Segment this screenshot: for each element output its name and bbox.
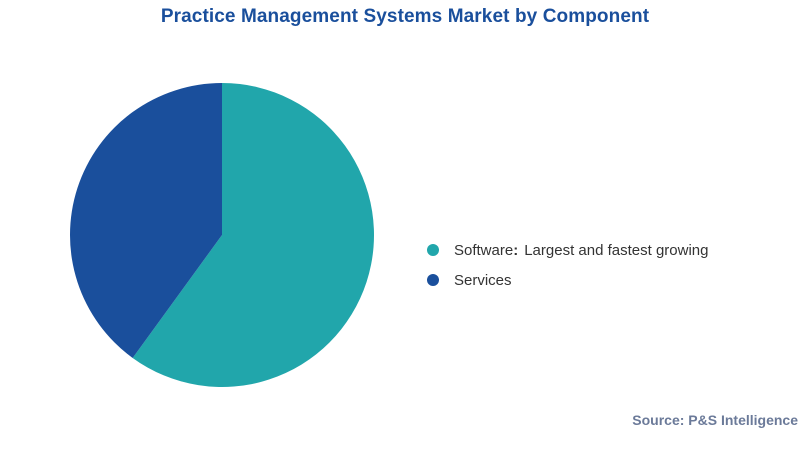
- legend-label-software: Software: [454, 241, 514, 259]
- source-note: Source: P&S Intelligence: [632, 412, 798, 428]
- legend-label-services: Services: [454, 271, 512, 289]
- legend-item-services: Services: [427, 269, 708, 291]
- pie-slice-software: [132, 83, 374, 387]
- pie-slice-services: [70, 83, 222, 358]
- legend-swatch-software: [427, 244, 439, 256]
- chart-title: Practice Management Systems Market by Co…: [160, 6, 650, 27]
- legend-item-software: Software : Largest and fastest growing: [427, 239, 708, 261]
- legend-separator-software: :: [513, 241, 519, 259]
- legend-note-software: Largest and fastest growing: [524, 241, 709, 259]
- chart-legend: Software : Largest and fastest growing S…: [427, 239, 708, 299]
- legend-swatch-services: [427, 274, 439, 286]
